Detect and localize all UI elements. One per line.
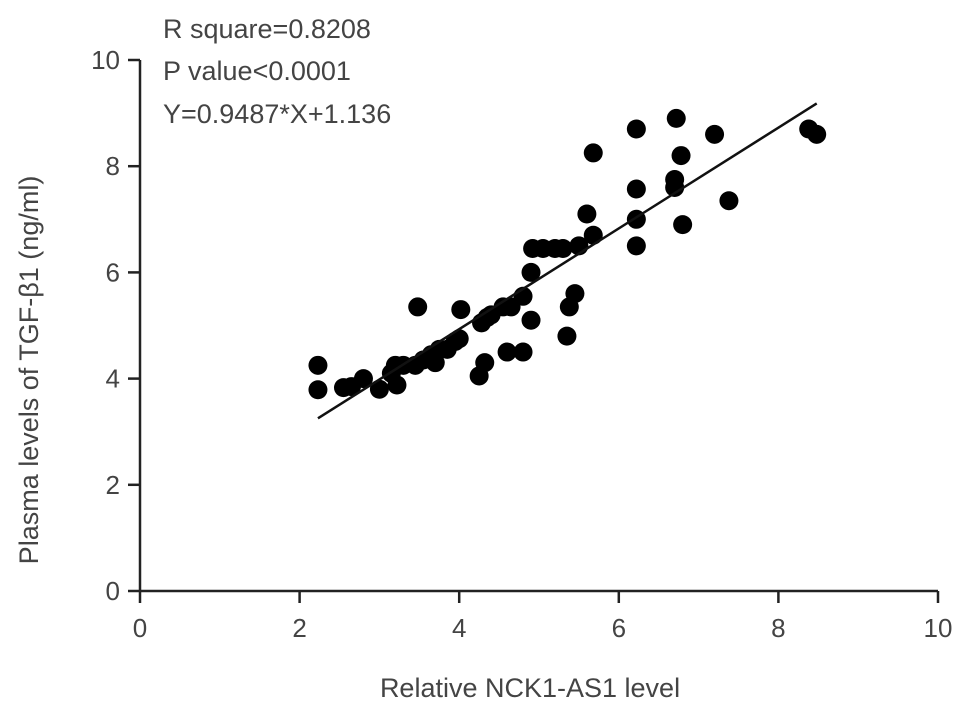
stat-annotations: R square=0.8208 P value<0.0001 Y=0.9487*… <box>163 14 391 129</box>
data-points <box>308 108 827 400</box>
data-point <box>583 225 603 245</box>
x-tick-label: 6 <box>612 613 626 643</box>
y-axis-label: Plasma levels of TGF-β1 (ng/ml) <box>14 176 44 565</box>
y-tick-label: 6 <box>106 257 120 287</box>
data-point <box>387 375 407 395</box>
data-point <box>626 179 646 199</box>
x-tick-label: 10 <box>924 613 953 643</box>
data-point <box>583 143 603 163</box>
y-tick-label: 0 <box>106 576 120 606</box>
data-point <box>451 300 471 320</box>
data-point <box>557 326 577 346</box>
y-tick-label: 8 <box>106 151 120 181</box>
data-point <box>626 236 646 256</box>
data-point <box>807 124 827 144</box>
y-axis-ticks: 0 2 4 6 8 10 <box>91 45 140 606</box>
regression-line-group <box>317 102 818 420</box>
data-point <box>553 239 573 259</box>
data-point <box>353 369 373 389</box>
data-point <box>666 108 686 128</box>
data-point <box>521 310 541 330</box>
data-point <box>705 124 725 144</box>
data-point <box>369 379 389 399</box>
x-axis: 0 2 4 6 8 10 Relative NCK1-AS1 level <box>133 589 953 703</box>
p-value-annotation: P value<0.0001 <box>163 56 351 86</box>
data-point <box>565 284 585 304</box>
data-point <box>577 204 597 224</box>
x-tick-label: 8 <box>771 613 785 643</box>
data-point <box>497 342 517 362</box>
x-tick-label: 0 <box>133 613 147 643</box>
y-tick-label: 4 <box>106 364 120 394</box>
x-axis-label: Relative NCK1-AS1 level <box>380 673 680 703</box>
data-point <box>719 191 739 211</box>
data-point <box>521 262 541 282</box>
data-point <box>449 329 469 349</box>
r-square-annotation: R square=0.8208 <box>163 14 371 44</box>
data-point <box>671 146 691 166</box>
data-point <box>626 119 646 139</box>
data-point <box>513 342 533 362</box>
x-tick-label: 4 <box>452 613 466 643</box>
data-point <box>475 353 495 373</box>
data-point <box>673 215 693 235</box>
data-point <box>665 177 685 197</box>
data-point <box>408 297 428 317</box>
x-axis-ticks: 0 2 4 6 8 10 <box>133 591 953 643</box>
y-axis: 0 2 4 6 8 10 Plasma levels of TGF-β1 (ng/ml) <box>14 45 142 606</box>
y-tick-label: 10 <box>91 45 120 75</box>
regression-equation-annotation: Y=0.9487*X+1.136 <box>163 99 391 129</box>
x-tick-label: 2 <box>292 613 306 643</box>
regression-line <box>317 102 818 420</box>
y-tick-label: 2 <box>106 470 120 500</box>
data-point <box>308 355 328 375</box>
data-point <box>308 380 328 400</box>
